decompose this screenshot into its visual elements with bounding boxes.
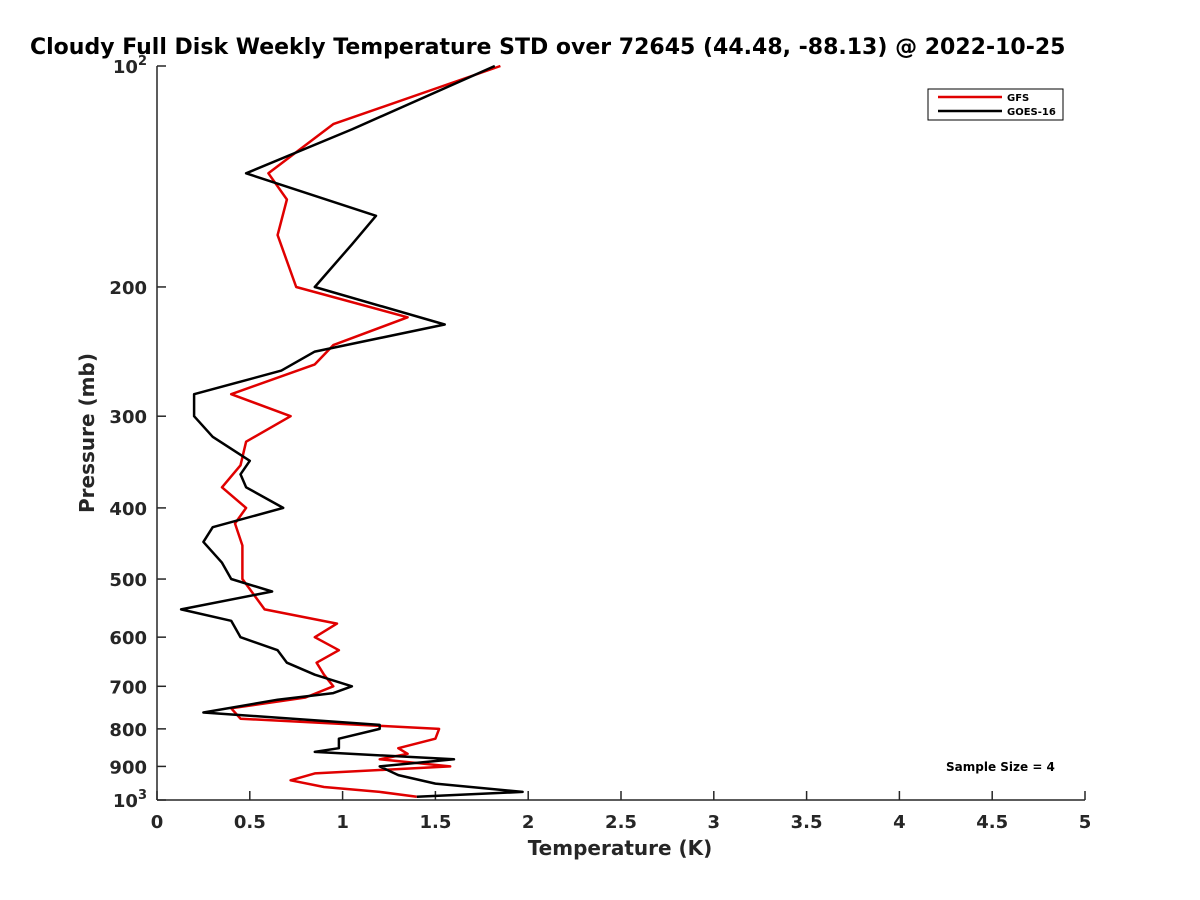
y-tick-exponent: 3 [138, 788, 147, 803]
sample-size-annotation: Sample Size = 4 [946, 760, 1055, 774]
plot-area [156, 66, 1085, 801]
y-tick-label: 103 [113, 788, 147, 812]
legend-box [927, 88, 1064, 121]
x-tick-label: 2 [522, 812, 535, 833]
x-tick-label: 0 [151, 812, 164, 833]
series-line-goes16 [179, 64, 524, 799]
x-tick-label: 4.5 [976, 812, 1008, 833]
x-tick-label: 3.5 [791, 812, 823, 833]
series-layer [179, 64, 524, 799]
x-tick-label: 1 [336, 812, 349, 833]
chart-title: Cloudy Full Disk Weekly Temperature STD … [30, 35, 1065, 60]
y-tick-label: 900 [109, 757, 147, 778]
x-axis-ticks: 0 0.5 1 1.5 2 2.5 3 3.5 4 4.5 5 [151, 791, 1092, 833]
y-tick-label: 600 [109, 628, 147, 649]
y-tick-exponent: 2 [138, 54, 147, 69]
y-axis-ticks: 102 200 300 400 500 600 700 800 900 103 [109, 54, 166, 812]
y-tick-label: 700 [109, 677, 147, 698]
x-tick-label: 1.5 [419, 812, 451, 833]
y-axis-label: Pressure (mb) [75, 353, 99, 513]
series-line-gfs [220, 64, 501, 799]
y-tick-label: 400 [109, 499, 147, 520]
legend: GFS GOES-16 [927, 88, 1064, 121]
x-tick-label: 5 [1079, 812, 1092, 833]
legend-label-goes16: GOES-16 [1007, 107, 1056, 118]
x-axis-label: Temperature (K) [528, 836, 713, 860]
x-tick-label: 3 [708, 812, 721, 833]
x-tick-label: 0.5 [234, 812, 266, 833]
y-tick-label: 500 [109, 570, 147, 591]
legend-label-gfs: GFS [1007, 93, 1029, 104]
y-tick-label: 102 [113, 54, 147, 78]
y-tick-label: 800 [109, 720, 147, 741]
x-tick-label: 4 [893, 812, 906, 833]
y-tick-label: 300 [109, 407, 147, 428]
x-tick-label: 2.5 [605, 812, 637, 833]
y-tick-label: 200 [109, 278, 147, 299]
